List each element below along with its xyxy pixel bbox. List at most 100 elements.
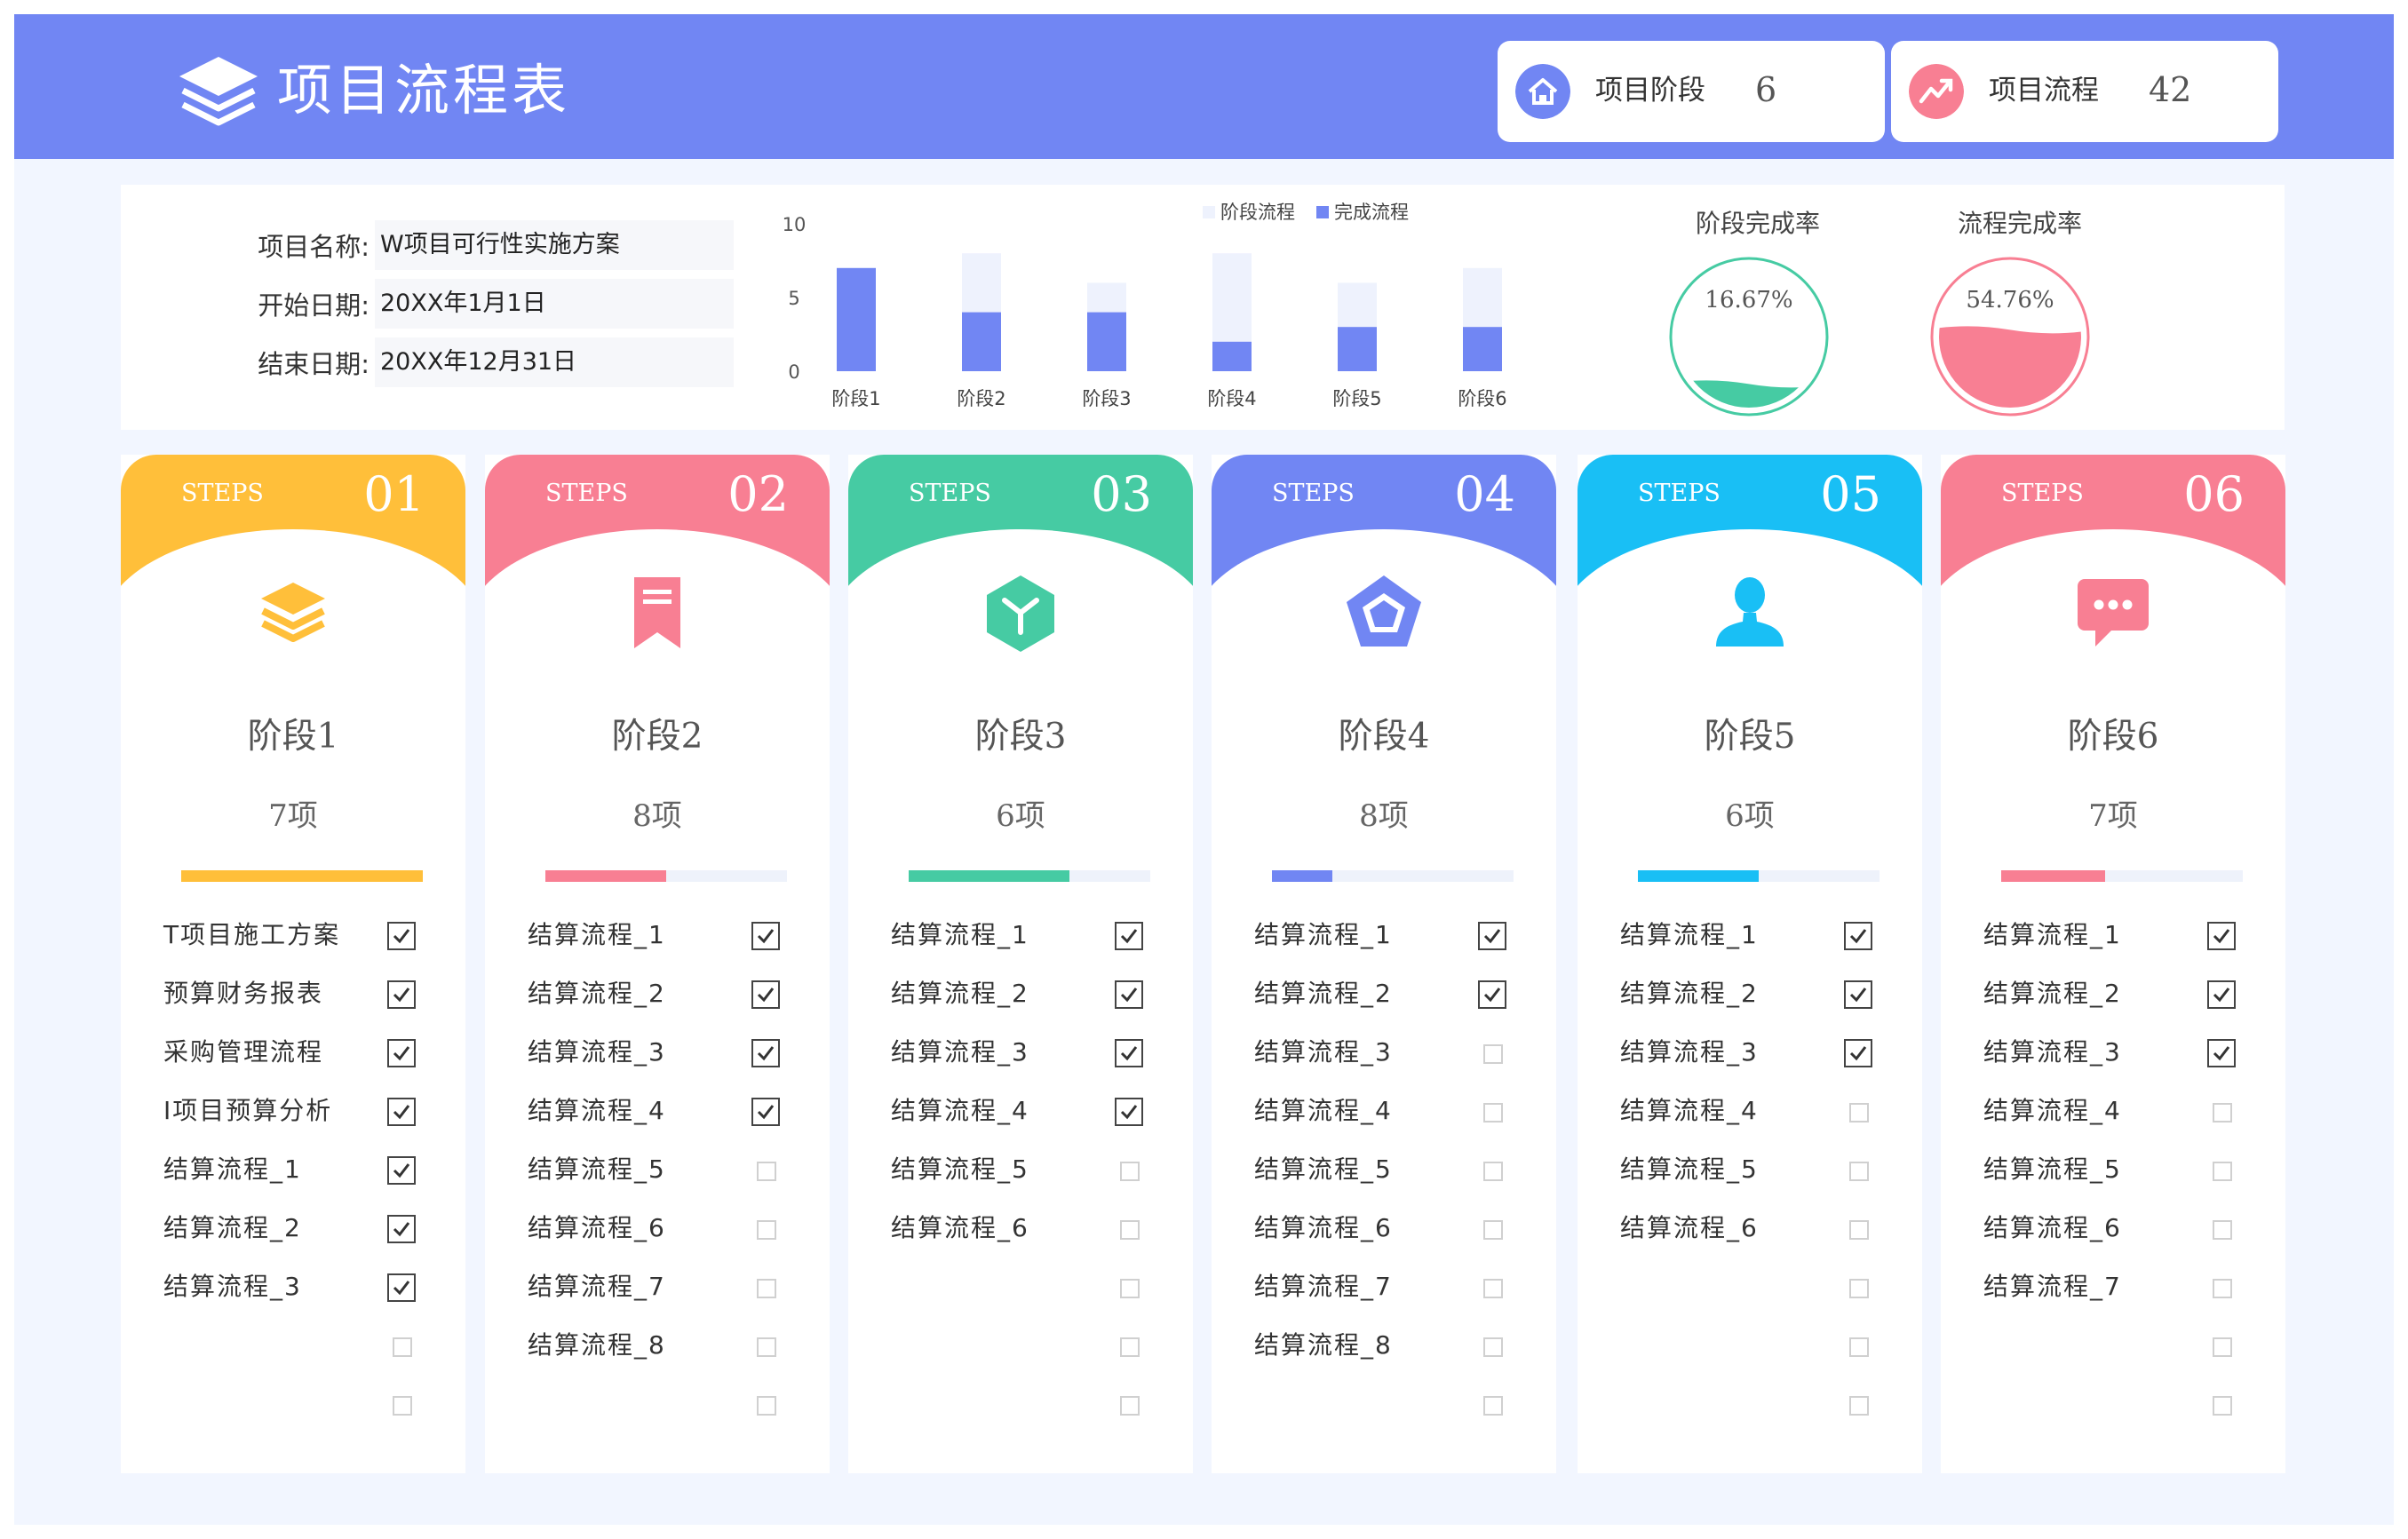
task-checkbox[interactable]	[1120, 1396, 1140, 1416]
end-date-label: 结束日期:	[258, 349, 370, 379]
task-checkbox[interactable]	[1849, 1162, 1869, 1181]
legend-swatch	[1316, 206, 1329, 218]
check-icon	[1120, 929, 1138, 944]
task-checkbox[interactable]	[1120, 1337, 1140, 1357]
task-checkbox-checked[interactable]	[2207, 980, 2236, 1009]
step-progress-bar	[181, 870, 423, 882]
task-checkbox-checked[interactable]	[1115, 1039, 1143, 1067]
task-checkbox-checked[interactable]	[1478, 922, 1506, 950]
task-checkbox-checked[interactable]	[387, 922, 416, 950]
task-label: 结算流程_8	[528, 1330, 666, 1360]
task-row: 结算流程_6	[1212, 1199, 1556, 1257]
task-checkbox[interactable]	[1483, 1396, 1503, 1416]
task-checkbox-checked[interactable]	[387, 1215, 416, 1243]
task-checkbox-checked[interactable]	[751, 980, 780, 1009]
step-name: 阶段6	[2067, 717, 2159, 757]
task-checkbox[interactable]	[1120, 1220, 1140, 1240]
task-checkbox[interactable]	[1849, 1396, 1869, 1416]
task-label: 结算流程_4	[1254, 1096, 1393, 1125]
task-checkbox-checked[interactable]	[1115, 980, 1143, 1009]
task-checkbox[interactable]	[2213, 1396, 2232, 1416]
task-checkbox[interactable]	[393, 1396, 412, 1416]
task-checkbox[interactable]	[1483, 1162, 1503, 1181]
task-label: 预算财务报表	[163, 979, 324, 1008]
task-checkbox[interactable]	[1483, 1279, 1503, 1298]
task-label: 结算流程_2	[528, 979, 666, 1008]
task-checkbox[interactable]	[1483, 1044, 1503, 1064]
task-checkbox-checked[interactable]	[751, 1098, 780, 1126]
step-word: STEPS	[181, 480, 264, 507]
start-date-value[interactable]: 20XX年1月1日	[375, 279, 734, 329]
step-number: 04	[1454, 466, 1515, 522]
task-checkbox[interactable]	[1483, 1103, 1503, 1123]
check-icon	[757, 1105, 775, 1120]
step-word: STEPS	[1638, 480, 1721, 507]
task-row: 结算流程_4	[1941, 1082, 2285, 1140]
check-icon	[393, 1105, 410, 1120]
task-checkbox-checked[interactable]	[1844, 922, 1872, 950]
task-row: 结算流程_1	[1941, 906, 2285, 964]
task-row	[1578, 1257, 1922, 1316]
task-checkbox[interactable]	[2213, 1220, 2232, 1240]
bookmark-icon	[634, 577, 680, 648]
trend-up-icon	[1909, 64, 1964, 119]
step-name: 阶段1	[247, 717, 339, 757]
task-checkbox[interactable]	[2213, 1103, 2232, 1123]
step-word: STEPS	[545, 480, 628, 507]
task-checkbox[interactable]	[1483, 1337, 1503, 1357]
step-count: 8项	[632, 798, 682, 834]
task-checkbox[interactable]	[757, 1220, 776, 1240]
task-checkbox[interactable]	[757, 1162, 776, 1181]
task-checkbox-checked[interactable]	[1844, 980, 1872, 1009]
task-checkbox[interactable]	[757, 1337, 776, 1357]
check-icon	[393, 988, 410, 1003]
step-progress-bar	[545, 870, 787, 882]
task-row: 结算流程_5	[485, 1140, 830, 1199]
task-checkbox-checked[interactable]	[2207, 1039, 2236, 1067]
task-row	[485, 1375, 830, 1433]
task-checkbox[interactable]	[1483, 1220, 1503, 1240]
task-checkbox-checked[interactable]	[387, 980, 416, 1009]
task-checkbox-checked[interactable]	[1478, 980, 1506, 1009]
step-number: 06	[2183, 466, 2245, 522]
task-checkbox[interactable]	[1120, 1162, 1140, 1181]
check-icon	[1483, 988, 1501, 1003]
task-checkbox-checked[interactable]	[1844, 1039, 1872, 1067]
task-row: 结算流程_1	[485, 906, 830, 964]
task-label: 结算流程_3	[163, 1272, 302, 1301]
task-checkbox[interactable]	[1849, 1337, 1869, 1357]
task-checkbox-checked[interactable]	[2207, 922, 2236, 950]
task-label: 结算流程_6	[1254, 1213, 1393, 1242]
task-checkbox-checked[interactable]	[387, 1039, 416, 1067]
task-checkbox-checked[interactable]	[387, 1098, 416, 1126]
task-checkbox[interactable]	[757, 1396, 776, 1416]
task-checkbox[interactable]	[1849, 1103, 1869, 1123]
task-label: 结算流程_6	[891, 1213, 1029, 1242]
check-icon	[2213, 1046, 2230, 1061]
task-checkbox[interactable]	[393, 1337, 412, 1357]
task-checkbox-checked[interactable]	[1115, 922, 1143, 950]
task-checkbox-checked[interactable]	[751, 1039, 780, 1067]
task-checkbox[interactable]	[2213, 1279, 2232, 1298]
task-checkbox[interactable]	[757, 1279, 776, 1298]
task-row: 结算流程_7	[1212, 1257, 1556, 1316]
check-icon	[393, 1163, 410, 1178]
task-checkbox[interactable]	[2213, 1337, 2232, 1357]
step-progress-fill	[181, 870, 423, 882]
task-checkbox[interactable]	[2213, 1162, 2232, 1181]
task-checkbox[interactable]	[1120, 1279, 1140, 1298]
check-icon	[757, 1046, 775, 1061]
task-checkbox[interactable]	[1849, 1279, 1869, 1298]
task-row: 采购管理流程	[121, 1023, 465, 1082]
task-checkbox-checked[interactable]	[387, 1273, 416, 1302]
task-checkbox-checked[interactable]	[751, 922, 780, 950]
task-checkbox-checked[interactable]	[387, 1156, 416, 1185]
task-row: 结算流程_5	[848, 1140, 1193, 1199]
task-row: 结算流程_8	[1212, 1316, 1556, 1375]
step-number: 01	[363, 466, 425, 522]
task-checkbox-checked[interactable]	[1115, 1098, 1143, 1126]
task-checkbox[interactable]	[1849, 1220, 1869, 1240]
task-row	[848, 1257, 1193, 1316]
project-name-value[interactable]: W项目可行性实施方案	[375, 220, 734, 270]
end-date-value[interactable]: 20XX年12月31日	[375, 337, 734, 387]
